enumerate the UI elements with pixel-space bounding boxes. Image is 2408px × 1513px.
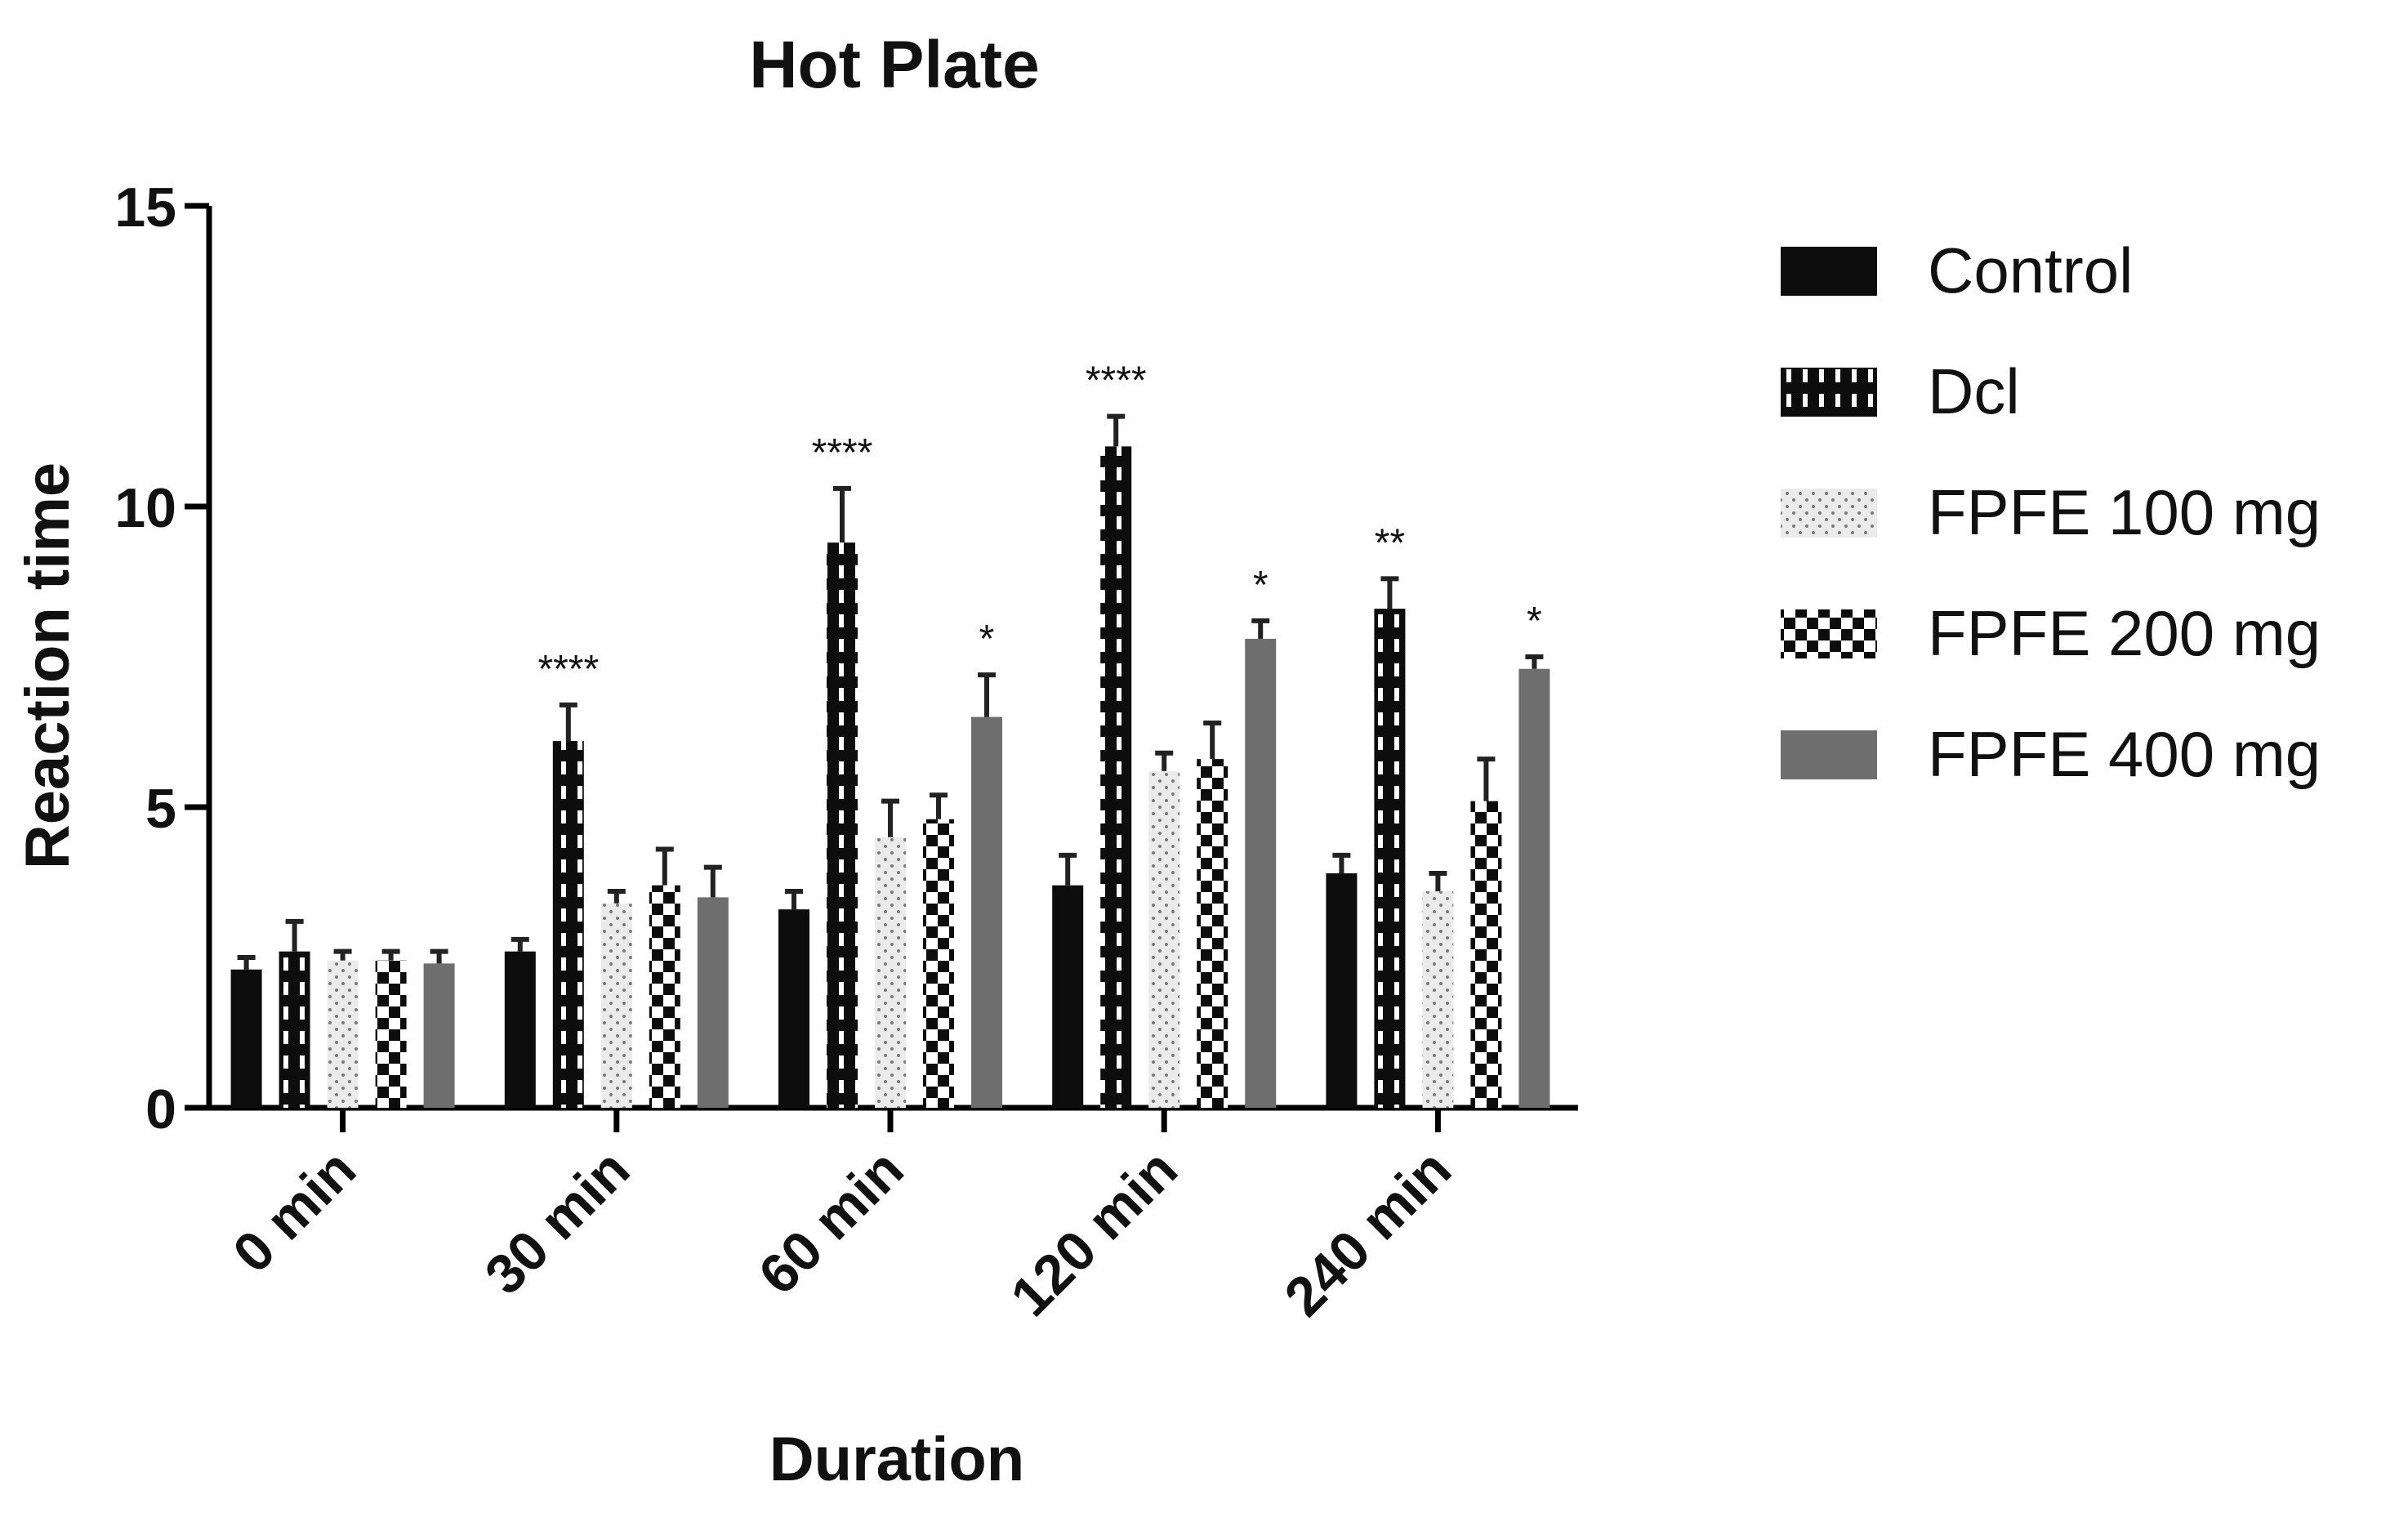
bars: ***************** <box>230 359 1550 1108</box>
bar <box>230 969 262 1108</box>
legend-label: FPFE 200 mg <box>1928 597 2321 669</box>
bar <box>1052 885 1084 1108</box>
x-tick-label: 30 min <box>473 1138 641 1306</box>
x-tick-label: 0 min <box>221 1138 368 1284</box>
bar <box>1245 638 1277 1108</box>
legend-swatch <box>1781 247 1877 296</box>
bar <box>375 960 407 1108</box>
x-tick-label: 240 min <box>1273 1138 1463 1328</box>
bar <box>778 909 809 1108</box>
y-axis-label: Reaction time <box>13 462 82 869</box>
x-axis-label: Duration <box>769 1425 1024 1494</box>
bar <box>1422 891 1454 1108</box>
bar <box>1148 770 1180 1108</box>
legend-swatch <box>1781 489 1877 538</box>
bar <box>875 837 906 1108</box>
y-tick-label: 0 <box>145 1078 176 1140</box>
bar <box>1197 759 1229 1108</box>
legend-label: Dcl <box>1928 355 2020 427</box>
bar <box>923 819 954 1108</box>
legend-swatch <box>1781 368 1877 417</box>
significance-label: **** <box>1086 359 1147 403</box>
bar <box>1100 446 1132 1108</box>
y-tick-label: 5 <box>145 778 176 840</box>
significance-label: * <box>979 618 995 661</box>
legend-swatch <box>1781 609 1877 658</box>
legend-label: FPFE 100 mg <box>1928 476 2321 548</box>
bar <box>552 741 584 1108</box>
legend: Control Dcl FPFE 100 mg FPFE 200 mg FPFE 400… <box>1781 234 2321 790</box>
bar <box>1518 668 1550 1108</box>
significance-label: ** <box>1375 521 1405 565</box>
legend-label: FPFE 400 mg <box>1928 718 2321 790</box>
bar <box>1374 609 1406 1108</box>
bar <box>327 960 359 1108</box>
bar <box>423 963 455 1108</box>
significance-label: * <box>1527 600 1542 643</box>
y-tick-label: 15 <box>114 176 176 239</box>
legend-label: Control <box>1928 234 2133 306</box>
bar <box>827 542 858 1108</box>
x-tick-label: 120 min <box>999 1138 1189 1328</box>
legend-swatch <box>1781 730 1877 779</box>
x-tick-label: 60 min <box>747 1138 916 1306</box>
bar <box>697 897 729 1108</box>
bar <box>971 716 1002 1108</box>
bar <box>279 951 310 1108</box>
y-tick-label: 10 <box>114 477 176 539</box>
x-tick-labels: 0 min 30 min 60 min 120 min 240 min <box>221 1108 1463 1328</box>
significance-label: * <box>1253 564 1269 607</box>
significance-label: **** <box>812 431 873 475</box>
bar <box>1326 873 1358 1108</box>
bar <box>1470 801 1502 1108</box>
chart-title: Hot Plate <box>749 28 1039 102</box>
bar <box>600 903 632 1108</box>
significance-label: **** <box>537 648 599 691</box>
bar <box>649 885 680 1108</box>
bar <box>504 951 536 1108</box>
